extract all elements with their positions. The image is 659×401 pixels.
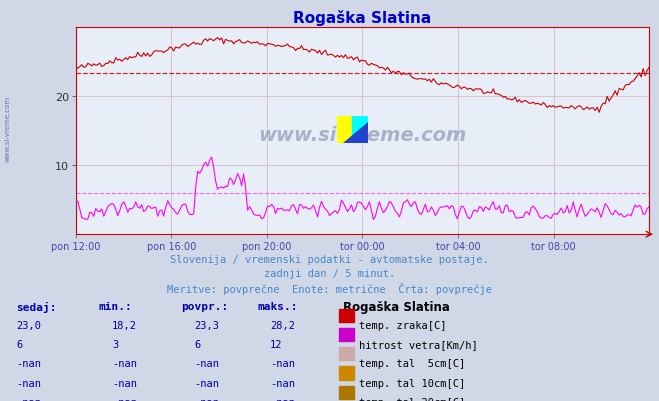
Text: -nan: -nan (194, 378, 219, 388)
Text: 3: 3 (112, 339, 118, 349)
Text: 6: 6 (16, 339, 22, 349)
Text: -nan: -nan (16, 397, 42, 401)
Text: 23,3: 23,3 (194, 320, 219, 330)
Title: Rogaška Slatina: Rogaška Slatina (293, 10, 432, 26)
Text: www.si-vreme.com: www.si-vreme.com (5, 95, 11, 161)
Text: sedaj:: sedaj: (16, 301, 57, 312)
Text: 23,0: 23,0 (16, 320, 42, 330)
Polygon shape (343, 122, 368, 144)
Text: www.si-vreme.com: www.si-vreme.com (258, 126, 467, 145)
Text: -nan: -nan (270, 358, 295, 369)
Text: -nan: -nan (112, 378, 137, 388)
Text: temp. tal 20cm[C]: temp. tal 20cm[C] (359, 397, 465, 401)
Bar (337, 117, 353, 144)
Text: 18,2: 18,2 (112, 320, 137, 330)
Text: -nan: -nan (112, 397, 137, 401)
Text: hitrost vetra[Km/h]: hitrost vetra[Km/h] (359, 339, 478, 349)
Text: -nan: -nan (194, 358, 219, 369)
Text: temp. zraka[C]: temp. zraka[C] (359, 320, 447, 330)
Text: Slovenija / vremenski podatki - avtomatske postaje.: Slovenija / vremenski podatki - avtomats… (170, 255, 489, 265)
Text: -nan: -nan (270, 397, 295, 401)
Text: 6: 6 (194, 339, 200, 349)
Text: 12: 12 (270, 339, 283, 349)
Text: -nan: -nan (112, 358, 137, 369)
Text: 28,2: 28,2 (270, 320, 295, 330)
Text: -nan: -nan (16, 358, 42, 369)
Bar (353, 117, 368, 144)
Text: zadnji dan / 5 minut.: zadnji dan / 5 minut. (264, 269, 395, 279)
Text: Meritve: povprečne  Enote: metrične  Črta: povprečje: Meritve: povprečne Enote: metrične Črta:… (167, 283, 492, 295)
Text: -nan: -nan (16, 378, 42, 388)
Text: povpr.:: povpr.: (181, 301, 229, 311)
Text: min.:: min.: (99, 301, 132, 311)
Text: maks.:: maks.: (257, 301, 297, 311)
Text: temp. tal  5cm[C]: temp. tal 5cm[C] (359, 358, 465, 369)
Text: Rogaška Slatina: Rogaška Slatina (343, 301, 449, 314)
Text: -nan: -nan (270, 378, 295, 388)
Text: temp. tal 10cm[C]: temp. tal 10cm[C] (359, 378, 465, 388)
Text: -nan: -nan (194, 397, 219, 401)
